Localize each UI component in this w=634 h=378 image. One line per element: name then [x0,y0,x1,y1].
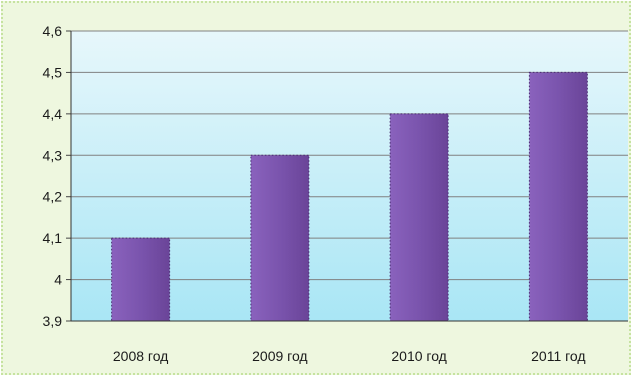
x-category-label: 2011 год [531,348,585,364]
y-tick-label: 4,6 [43,23,63,39]
bar [250,154,310,322]
y-tick-label: 4 [54,272,62,288]
y-tick-label: 3,9 [43,313,63,329]
y-tick-label: 4,4 [43,106,63,122]
x-category-label: 2009 год [252,348,307,364]
y-tick-label: 4,3 [43,147,63,163]
y-tick-label: 4,2 [43,189,63,205]
bar-chart: 3,9 4 4,1 4,2 4,3 4,4 4,5 4,6 2008 год 2009 год 2… [43,23,628,364]
x-category-label: 2008 год [113,348,168,364]
bar [111,237,171,322]
x-category-label: 2010 год [391,348,446,364]
y-tick-label: 4,5 [43,64,63,80]
y-tick-label: 4,1 [43,230,63,246]
bar [389,113,449,322]
bar [528,71,588,322]
